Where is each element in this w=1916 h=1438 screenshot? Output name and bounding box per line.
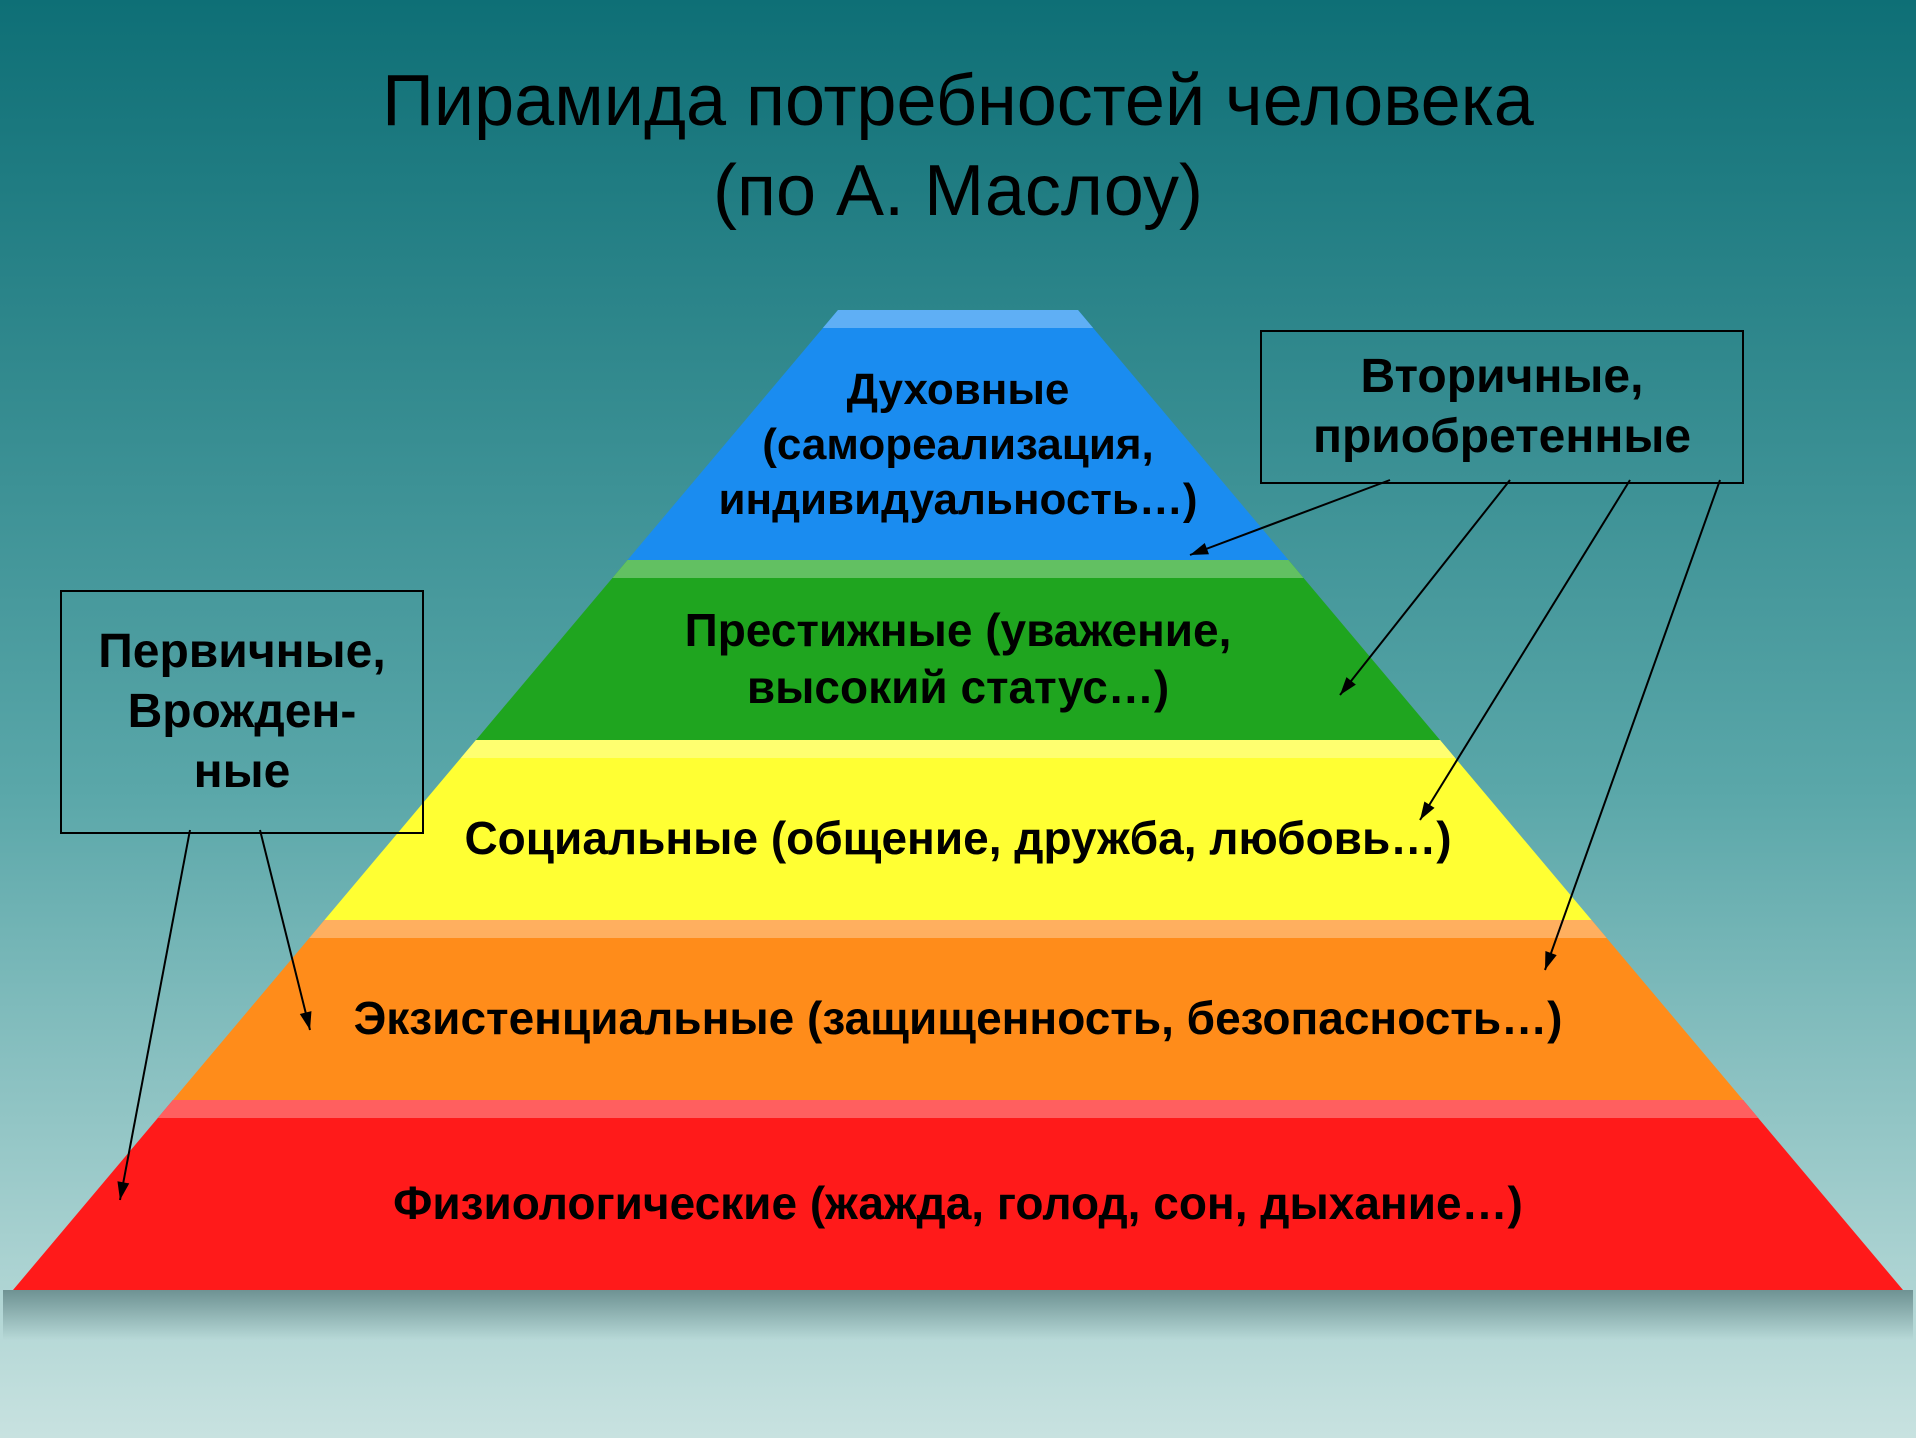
page-title: Пирамида потребностей человека (по А. Ма… bbox=[0, 56, 1916, 236]
pyramid-level-bevel-social bbox=[461, 740, 1455, 758]
callout-secondary-text: Вторичные, приобретенные bbox=[1313, 347, 1691, 467]
callout-primary-text: Первичные, Врожден- ные bbox=[98, 622, 385, 802]
pyramid-level-bevel-existential bbox=[309, 920, 1606, 938]
pyramid-level-label-physiological: Физиологические (жажда, голод, сон, дыха… bbox=[0, 1118, 1916, 1290]
title-line2: (по А. Маслоу) bbox=[713, 151, 1203, 231]
title-line1: Пирамида потребностей человека bbox=[382, 61, 1534, 141]
callout-primary: Первичные, Врожден- ные bbox=[60, 590, 424, 834]
pyramid-level-bevel-spiritual bbox=[823, 310, 1093, 328]
pyramid-level-bevel-physiological bbox=[158, 1100, 1758, 1118]
callout-secondary: Вторичные, приобретенные bbox=[1260, 330, 1744, 484]
pyramid-level-bevel-prestige bbox=[612, 560, 1303, 578]
pyramid-level-label-existential: Экзистенциальные (защищенность, безопасн… bbox=[0, 938, 1916, 1100]
diagram-stage: Пирамида потребностей человека (по А. Ма… bbox=[0, 0, 1916, 1438]
